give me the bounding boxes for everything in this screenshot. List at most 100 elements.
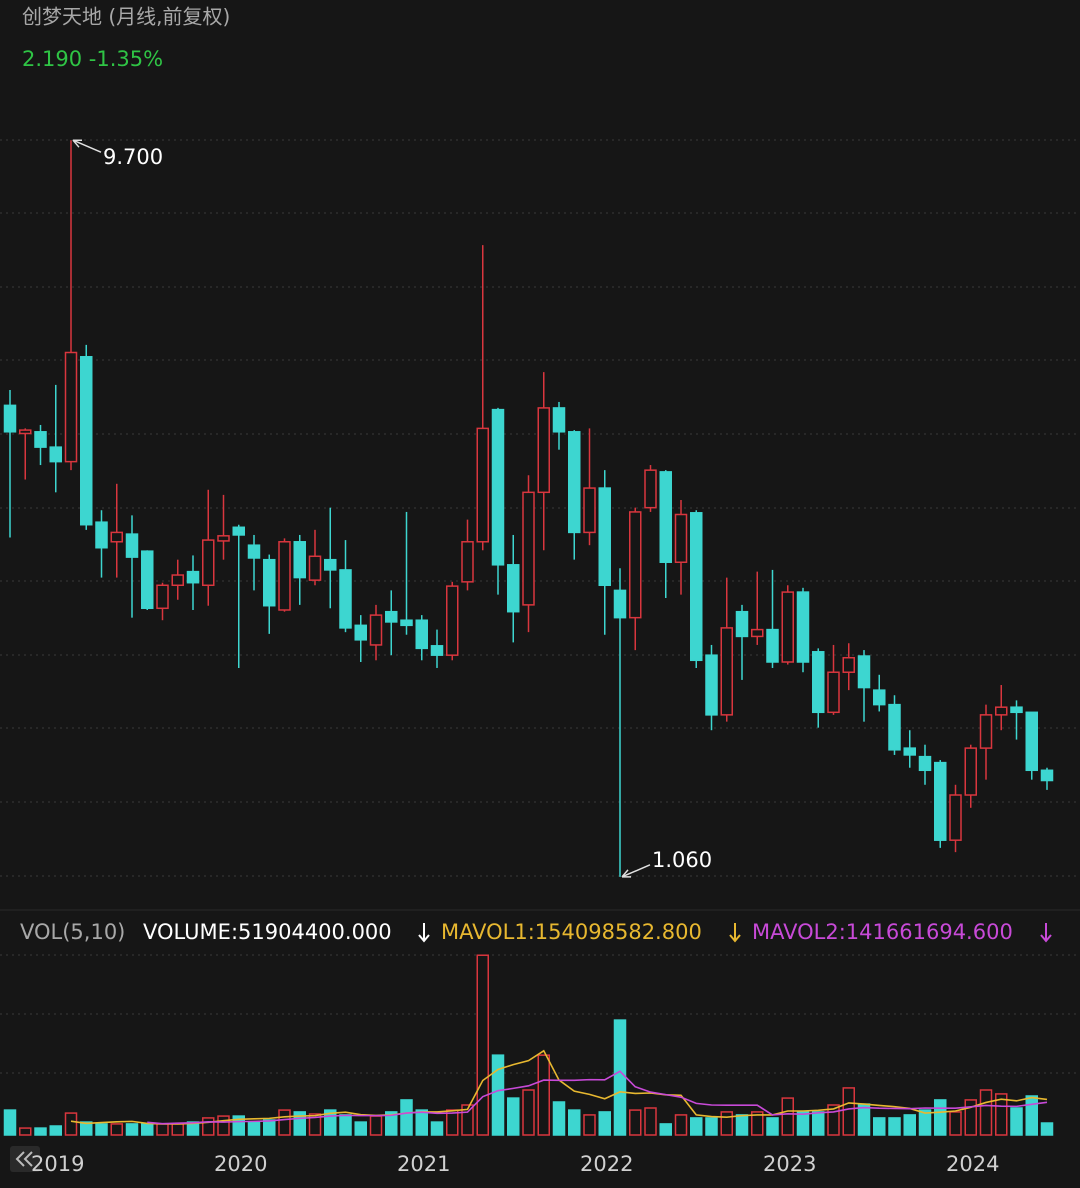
candle-body: [324, 558, 337, 571]
candle-body: [354, 624, 367, 641]
volume-bar: [34, 1127, 47, 1136]
volume-bar: [64, 1112, 78, 1136]
candle-body: [720, 627, 733, 716]
candle-body: [507, 564, 520, 613]
candle-body: [827, 671, 840, 714]
volume-bar: [461, 1104, 474, 1136]
legend-mavol1: MAVOL1:154098582.800: [441, 920, 702, 944]
candle-body: [751, 628, 764, 638]
candle-body: [995, 706, 1008, 716]
volume-bar: [369, 1115, 383, 1136]
x-tick-label: 2023: [763, 1152, 816, 1176]
volume-bar: [415, 1109, 428, 1136]
collapse-button[interactable]: [10, 1146, 40, 1172]
volume-bar: [171, 1123, 184, 1136]
volume-bar: [995, 1093, 1008, 1136]
volume-bar: [354, 1121, 367, 1136]
volume-bar: [522, 1089, 535, 1136]
volume-bar: [339, 1114, 352, 1136]
candle-body: [735, 610, 749, 638]
candle-body: [263, 558, 276, 607]
candle-body: [613, 589, 627, 619]
volume-bar: [918, 1109, 932, 1136]
volume-bar: [125, 1123, 139, 1136]
volume-bar: [888, 1117, 901, 1136]
candle-body: [949, 794, 962, 841]
candle-body: [781, 591, 794, 663]
candle-body: [918, 755, 932, 772]
volume-bar: [827, 1104, 840, 1136]
volume-bar: [568, 1109, 581, 1136]
candle-body: [400, 619, 413, 627]
collapse-icon: [15, 1151, 33, 1167]
candle-body: [796, 591, 810, 663]
candle-body: [552, 407, 566, 433]
volume-bar: [324, 1109, 337, 1136]
candle-body: [186, 570, 200, 584]
volume-bar: [95, 1123, 108, 1136]
candle-body: [644, 469, 657, 509]
candle-body: [202, 539, 215, 587]
volume-bar: [110, 1123, 123, 1136]
volume-bar: [583, 1114, 596, 1136]
volume-bar: [842, 1087, 855, 1136]
candle-body: [857, 655, 871, 689]
volume-bar: [979, 1089, 993, 1136]
volume-bar: [3, 1109, 17, 1136]
x-tick-label: 2020: [214, 1152, 267, 1176]
volume-bar: [80, 1121, 93, 1136]
price-change: 2.190 -1.35%: [22, 47, 163, 71]
candle-body: [705, 654, 718, 716]
candle-body: [903, 747, 916, 756]
volume-bar: [537, 1054, 550, 1136]
volume-bar: [949, 1111, 962, 1136]
volume-bar: [751, 1111, 764, 1136]
annotation-label: 1.060: [652, 848, 712, 872]
candle-body: [385, 610, 398, 623]
volume-bar: [1025, 1095, 1038, 1136]
candle-body: [812, 651, 825, 714]
candle-body: [1010, 706, 1023, 714]
candle-body: [629, 511, 642, 619]
volume-bar: [796, 1111, 810, 1136]
volume-bar: [674, 1114, 688, 1136]
annotation-arrow: [621, 864, 651, 878]
candle-body: [766, 628, 779, 663]
candle-body: [430, 645, 444, 656]
volume-bar: [232, 1115, 245, 1136]
down-arrow-icon: [418, 923, 430, 943]
legend-volume: VOLUME:51904400.000: [143, 920, 392, 944]
price-grid: [0, 139, 1080, 877]
volume-bar: [857, 1103, 871, 1136]
candle-body: [964, 747, 977, 796]
volume-bar: [430, 1121, 444, 1136]
volume-bar: [812, 1111, 825, 1136]
volume-bar: [385, 1111, 398, 1136]
annotation-arrow: [72, 139, 102, 153]
candle-body: [583, 487, 596, 534]
candle-body: [888, 703, 901, 751]
volume-bar: [156, 1123, 169, 1136]
candle-body: [125, 533, 139, 558]
volume-bar: [141, 1123, 154, 1136]
volume-title: VOL(5,10): [20, 920, 125, 944]
volume-bar: [491, 1054, 505, 1136]
ma-line: [147, 1070, 1048, 1125]
candle-body: [537, 407, 550, 494]
volume-bar: [217, 1115, 230, 1136]
volume-bar: [964, 1099, 977, 1136]
volume-bar: [507, 1097, 520, 1136]
x-tick-label: 2021: [397, 1152, 450, 1176]
candle-body: [64, 351, 78, 463]
candle-body: [979, 714, 993, 749]
candle-body: [674, 513, 688, 563]
candle-body: [278, 541, 291, 611]
down-arrow-icon: [729, 923, 741, 943]
volume-bar: [934, 1099, 947, 1136]
annotation-arrowhead: [72, 139, 82, 148]
candle-body: [598, 487, 611, 587]
candle-body: [217, 535, 230, 542]
candle-body: [1025, 711, 1038, 772]
